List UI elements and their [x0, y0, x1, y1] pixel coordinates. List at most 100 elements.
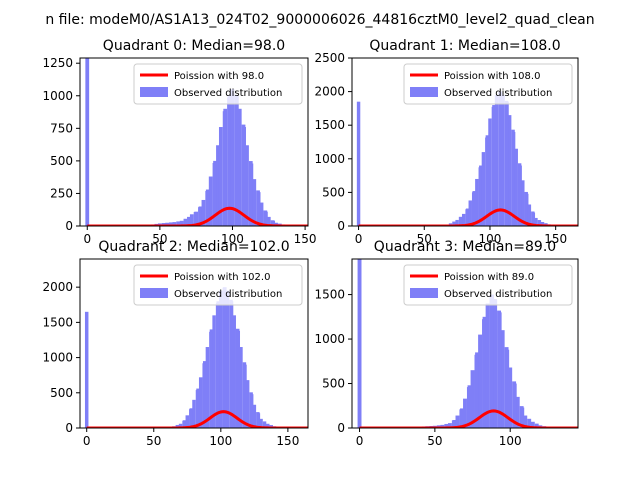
- observed-bar: [256, 190, 260, 226]
- observed-bar: [198, 207, 202, 226]
- legend: Poission with 108.0 Observed distribution: [403, 63, 573, 105]
- x-tick-label: 0: [355, 232, 363, 246]
- observed-bar: [234, 94, 239, 226]
- observed-bar: [524, 191, 528, 226]
- observed-bar: [512, 381, 517, 428]
- observed-bar: [212, 315, 216, 428]
- x-tick-label: 0: [83, 232, 91, 246]
- observed-bar: [178, 423, 183, 428]
- observed-bar: [237, 108, 242, 226]
- x-tick-label: 150: [294, 232, 317, 246]
- observed-bar: [463, 398, 467, 428]
- observed-bar: [447, 423, 452, 428]
- legend-observed-label: Observed distribution: [174, 289, 282, 300]
- legend-observed-swatch: [410, 288, 438, 298]
- observed-bar: [474, 354, 479, 428]
- observed-bars: [84, 287, 290, 428]
- legend: Poission with 89.0 Observed distribution: [403, 264, 573, 306]
- observed-bar: [215, 303, 220, 428]
- legend: Poission with 98.0 Observed distribution: [133, 63, 303, 105]
- observed-bar: [212, 162, 217, 226]
- observed-bar: [494, 94, 499, 226]
- y-tick-label: 1500: [314, 288, 345, 302]
- observed-bar: [195, 390, 200, 428]
- observed-bar: [205, 347, 210, 428]
- observed-bar-zero: [84, 311, 89, 428]
- observed-bar: [500, 330, 505, 428]
- observed-bar: [478, 334, 483, 428]
- observed-bar: [169, 222, 173, 226]
- quadrant-title: Quadrant 0: Median=98.0: [103, 38, 285, 54]
- observed-bar: [252, 404, 257, 428]
- observed-bar: [262, 421, 267, 428]
- observed-bar: [239, 347, 243, 428]
- quadrant-title: Quadrant 2: Median=102.0: [98, 239, 289, 255]
- observed-bar: [198, 377, 203, 428]
- legend-observed-label: Observed distribution: [444, 289, 552, 300]
- y-tick-label: 1000: [42, 89, 73, 103]
- quadrant-0-panel: 0 50 100 150 0 250 500 750 1000 1250 Quadrant 0: M…: [42, 38, 316, 246]
- observed-bar: [481, 152, 486, 226]
- observed-bar-zero: [356, 101, 361, 226]
- observed-bar: [465, 209, 469, 226]
- observed-bar: [201, 199, 206, 226]
- observed-bar: [468, 200, 472, 226]
- x-tick-label: 50: [146, 434, 161, 448]
- observed-bar: [202, 363, 206, 428]
- observed-bar: [222, 111, 227, 226]
- y-tick-label: 500: [322, 377, 345, 391]
- observed-bar: [440, 424, 445, 428]
- observed-bar: [523, 415, 528, 428]
- observed-bar: [241, 124, 246, 226]
- x-tick-label: 100: [209, 434, 232, 448]
- observed-bar: [459, 409, 464, 428]
- observed-bar: [219, 290, 223, 428]
- observed-bar: [266, 423, 270, 428]
- observed-bar: [209, 331, 213, 428]
- observed-bar: [455, 415, 460, 428]
- axes-frame: [351, 57, 579, 227]
- legend-observed-label: Observed distribution: [174, 88, 282, 99]
- observed-bar: [235, 328, 240, 428]
- legend: Poission with 102.0 Observed distribution: [133, 264, 303, 306]
- observed-bar: [508, 367, 513, 428]
- observed-bar: [455, 219, 459, 226]
- x-tick-label: 100: [221, 232, 244, 246]
- observed-bar: [216, 145, 220, 226]
- observed-bar: [452, 221, 456, 226]
- observed-bar: [256, 412, 260, 428]
- observed-bar: [493, 299, 498, 428]
- observed-bar: [534, 423, 539, 428]
- observed-bar: [245, 380, 250, 428]
- x-tick-label: 50: [427, 434, 442, 448]
- x-tick-label: 100: [499, 434, 522, 448]
- observed-bar: [485, 137, 489, 226]
- legend-poisson-label: Poission with 102.0: [174, 272, 270, 283]
- x-tick-label: 50: [152, 232, 167, 246]
- y-tick-label: 500: [50, 386, 73, 400]
- legend-observed-swatch: [410, 87, 438, 97]
- x-tick-label: 0: [356, 434, 364, 448]
- observed-bar: [540, 221, 545, 226]
- observed-bar: [458, 216, 463, 226]
- x-tick-label: 150: [544, 232, 567, 246]
- observed-bar: [189, 409, 193, 428]
- observed-bar: [534, 217, 538, 226]
- observed-bar: [249, 392, 253, 428]
- observed-bar: [531, 211, 535, 226]
- observed-bar: [172, 222, 177, 226]
- observed-bar: [475, 178, 479, 226]
- observed-bar: [252, 179, 257, 226]
- legend-observed-swatch: [140, 288, 168, 298]
- y-tick-label: 0: [337, 219, 345, 233]
- observed-bar: [176, 221, 181, 226]
- observed-bar: [182, 420, 186, 428]
- observed-bar: [259, 202, 264, 226]
- y-tick-label: 2500: [314, 51, 345, 65]
- y-tick-label: 750: [50, 121, 73, 135]
- observed-bar: [521, 180, 525, 226]
- legend-poisson-label: Poission with 89.0: [444, 272, 534, 283]
- observed-bar: [511, 129, 515, 226]
- axes-frame: [79, 57, 309, 227]
- observed-bar: [461, 213, 466, 226]
